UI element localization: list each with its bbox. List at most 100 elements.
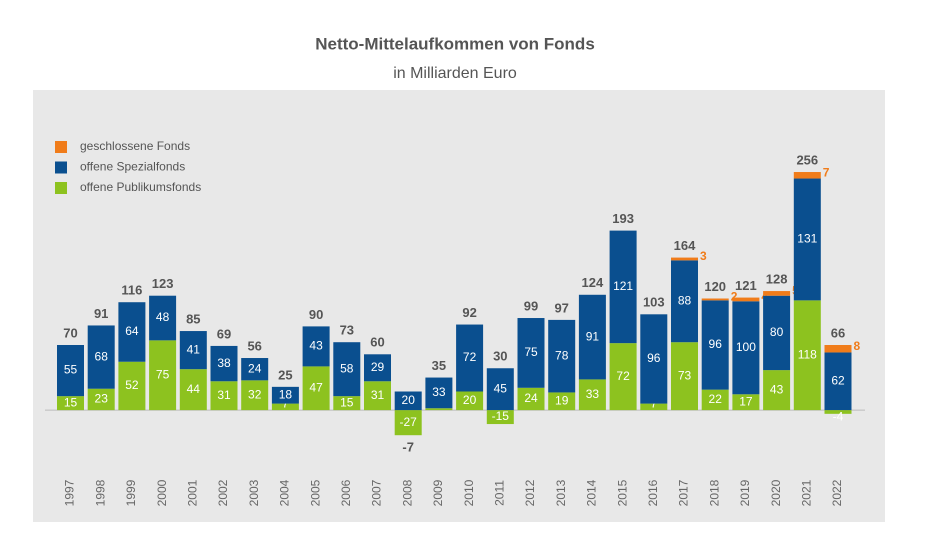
bar-segment [456,391,484,411]
bar-segment [824,352,852,411]
value-label: 33 [586,387,600,401]
legend-label: geschlossene Fonds [80,139,190,153]
value-label: 72 [463,350,477,364]
bar-segment [364,381,391,411]
value-label: 24 [248,361,262,375]
value-label: 121 [613,279,633,293]
value-label: -4 [833,409,844,423]
bar-segment [640,403,668,411]
total-label: 128 [766,271,788,286]
value-label: 38 [217,356,231,370]
x-tick-label: 2002 [216,479,230,506]
value-label: 78 [555,348,569,362]
total-label: 91 [94,306,108,321]
total-label: 116 [121,283,142,298]
total-label: 97 [554,300,568,315]
x-tick-label: 2003 [247,479,261,506]
value-label: 24 [524,391,538,405]
x-tick-label: 2021 [799,479,813,506]
bar-segment [456,324,484,392]
total-label: 121 [735,278,757,293]
total-label: 103 [643,295,665,310]
value-label: 62 [831,373,845,387]
total-label: 69 [217,326,231,341]
value-label: 15 [340,395,354,409]
total-label: 30 [493,349,507,364]
bar-segment [333,396,361,411]
x-tick-label: 1999 [124,479,138,506]
bar-segment [210,345,238,382]
value-label: 131 [797,232,817,246]
bar-segment [793,300,821,411]
bar-segment [425,408,453,411]
bar-segment [793,172,821,179]
total-label: 90 [309,307,323,322]
value-label: 41 [187,342,201,356]
bar-segment [548,319,576,393]
bar-segment [793,178,821,301]
x-tick-label: 2014 [585,479,599,506]
bar-segment [241,380,269,411]
bar-segment [394,391,422,411]
x-tick-label: 2013 [554,479,568,506]
value-label: 15 [64,395,78,409]
chart-title: Netto-Mittelaufkommen von Fonds [315,34,595,53]
bar-segment [701,298,729,301]
total-label: 120 [704,279,726,294]
bar-segment [425,377,453,409]
total-label: 66 [831,325,845,340]
total-label: 85 [186,311,200,326]
value-label: 32 [248,387,262,401]
bar-segment [824,345,852,353]
legend-label: offene Publikumsfonds [80,180,201,194]
legend-swatch [55,141,67,153]
value-label: 45 [494,381,508,395]
value-label: 19 [555,393,569,407]
bar-segment [671,260,698,343]
x-tick-label: 2010 [462,479,476,506]
bar-segment [701,300,729,390]
bar-segment [302,366,330,411]
value-label: 43 [309,339,323,353]
value-label: 31 [217,388,231,402]
value-label: 58 [340,361,354,375]
value-label: 73 [678,368,692,382]
bar-segment [609,230,637,344]
value-label: 20 [402,393,416,407]
value-label: 91 [586,329,600,343]
value-label: 100 [736,340,756,354]
value-label: 3 [700,249,707,263]
bar-segment [302,326,330,367]
bar-segment [486,368,514,411]
bar-segment [701,389,729,411]
x-tick-label: 2019 [738,479,752,506]
total-label: 256 [796,152,818,167]
bar-segment [271,386,299,404]
value-label: 118 [798,347,817,361]
value-label: 64 [125,324,139,338]
x-tick-label: 2005 [308,479,322,506]
legend-swatch [55,161,67,174]
bar-segment [179,331,207,370]
bar-segment [394,410,422,436]
value-label: 68 [95,349,109,363]
bar-segment [732,394,760,411]
x-tick-label: 2001 [185,479,199,506]
x-tick-label: 1998 [93,479,107,506]
total-label: 70 [63,325,77,340]
value-label: 52 [125,378,139,392]
value-label: 31 [371,388,385,402]
bar-segment [671,342,698,411]
bar-segment [517,387,545,411]
bar-segment [333,342,361,397]
bar-segment [241,358,269,381]
value-label: 96 [647,351,661,365]
value-label: 72 [616,369,630,383]
value-label: 43 [770,382,784,396]
total-label: 193 [612,211,634,226]
value-label: 44 [187,382,201,396]
value-label: 20 [463,393,477,407]
bar-segment [57,345,84,397]
value-label: 75 [156,367,170,381]
